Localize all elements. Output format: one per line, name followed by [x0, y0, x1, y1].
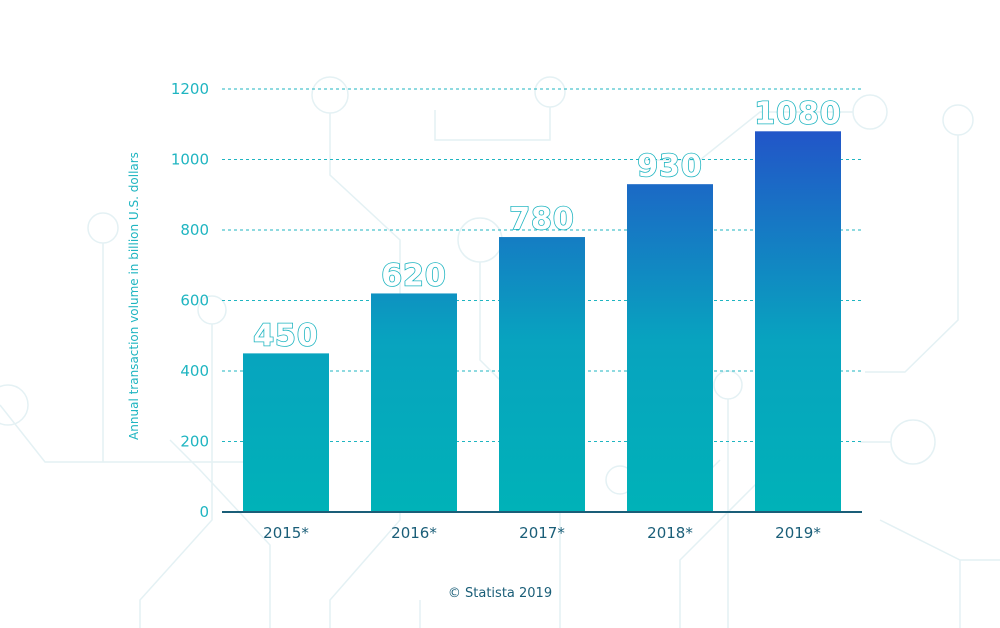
value-label: 780: [509, 202, 575, 237]
x-category-label: 2015*: [263, 524, 309, 542]
x-category-label: 2017*: [519, 524, 565, 542]
value-labels: 450 620 780 930 1080: [252, 96, 842, 355]
bar-2016: [371, 293, 457, 512]
value-label: 620: [381, 258, 447, 293]
bar-2018: [627, 184, 713, 513]
y-axis-label: Annual transaction volume in billion U.S…: [127, 152, 141, 440]
bars: [243, 131, 841, 513]
bar-2019: [755, 131, 841, 513]
value-label: 1080: [754, 96, 842, 131]
x-category-label: 2019*: [775, 524, 821, 542]
x-axis-categories: 2015* 2016* 2017* 2018* 2019*: [263, 524, 821, 542]
value-label: 930: [637, 149, 703, 184]
bar-2017: [499, 237, 585, 513]
y-tick-label: 1000: [171, 151, 209, 169]
y-tick-label: 1200: [171, 80, 209, 98]
y-axis-ticks: 0 200 400 600 800 1000 1200: [171, 80, 209, 521]
y-tick-label: 0: [199, 503, 209, 521]
y-tick-label: 400: [180, 362, 209, 380]
y-tick-label: 200: [180, 433, 209, 451]
bar-2015: [243, 353, 329, 512]
x-category-label: 2016*: [391, 524, 437, 542]
statista-credit: © Statista 2019: [448, 586, 552, 601]
x-category-label: 2018*: [647, 524, 693, 542]
value-label: 450: [253, 318, 319, 353]
y-tick-label: 600: [180, 292, 209, 310]
y-tick-label: 800: [180, 221, 209, 239]
